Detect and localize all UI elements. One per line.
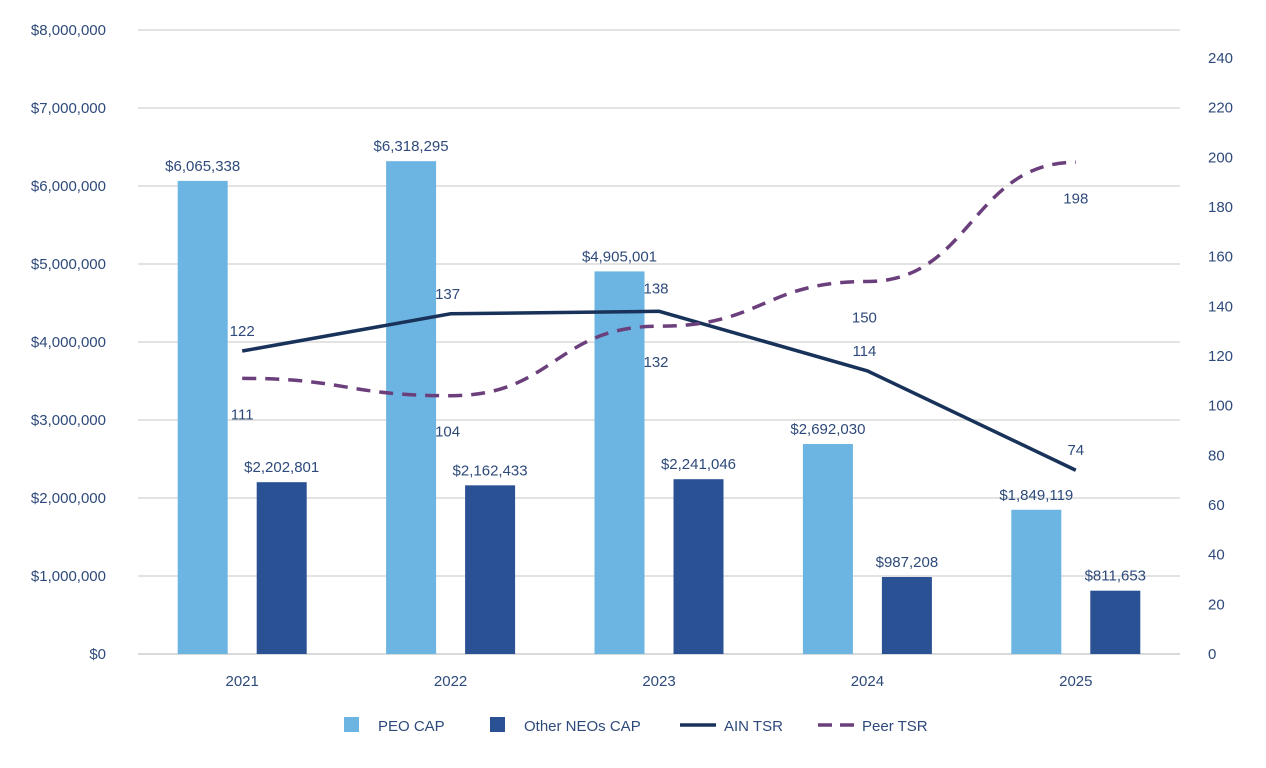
line-series: 122 137 138 114 74 111 104 132 150 198 <box>230 160 1088 472</box>
bar-data-label: $2,202,801 <box>244 459 319 476</box>
left-tick-label: $6,000,000 <box>31 178 106 195</box>
legend-swatch-peo-cap <box>344 717 359 732</box>
bar-other-neos-cap <box>465 485 516 654</box>
left-tick-label: $3,000,000 <box>31 412 106 429</box>
legend-label-peo-cap: PEO CAP <box>378 718 445 735</box>
bar-data-label: $2,692,030 <box>790 421 865 438</box>
line-data-label: 104 <box>435 424 460 441</box>
bar-data-label: $2,162,433 <box>453 462 528 479</box>
bar-data-label: $4,905,001 <box>582 248 657 265</box>
bar-peo-cap <box>386 161 437 655</box>
left-tick-label: $0 <box>89 646 106 663</box>
line-data-label: 137 <box>435 286 460 303</box>
x-tick-label: 2021 <box>226 673 259 690</box>
bar-peo-cap <box>1011 509 1062 654</box>
legend-label-other-neos-cap: Other NEOs CAP <box>524 718 641 735</box>
line-data-label: 198 <box>1063 190 1088 207</box>
x-axis-ticks: 2021 2022 2023 2024 2025 <box>226 673 1093 690</box>
left-tick-label: $8,000,000 <box>31 22 106 39</box>
bar-other-neos-cap <box>881 576 932 654</box>
bar-series: $6,065,338 $6,318,295 $4,905,001 $2,692,030… <box>165 138 1146 655</box>
legend-label-ain-tsr: AIN TSR <box>724 718 783 735</box>
left-tick-label: $4,000,000 <box>31 334 106 351</box>
right-tick-label: 80 <box>1208 447 1225 464</box>
bar-data-label: $2,241,046 <box>661 456 736 473</box>
right-tick-label: 200 <box>1208 149 1233 166</box>
right-axis-ticks: 0 20 40 60 80 100 120 140 160 180 200 220 240 <box>1208 50 1233 663</box>
right-tick-label: 180 <box>1208 199 1233 216</box>
bar-other-neos-cap <box>673 479 724 654</box>
right-tick-label: 220 <box>1208 100 1233 117</box>
right-tick-label: 0 <box>1208 646 1216 663</box>
bar-data-label: $6,318,295 <box>374 138 449 155</box>
left-tick-label: $7,000,000 <box>31 100 106 117</box>
bar-other-neos-cap <box>1090 590 1141 654</box>
line-data-label: 114 <box>852 343 876 360</box>
legend-swatch-other-neos-cap <box>490 717 505 732</box>
line-data-label: 138 <box>643 280 668 297</box>
bar-data-label: $1,849,119 <box>999 487 1073 504</box>
legend-label-peer-tsr: Peer TSR <box>862 718 928 735</box>
line-peer-tsr <box>242 160 1076 398</box>
left-tick-label: $2,000,000 <box>31 490 106 507</box>
line-data-label: 111 <box>231 406 254 423</box>
x-tick-label: 2025 <box>1059 673 1092 690</box>
line-data-label: 132 <box>643 354 668 371</box>
right-tick-label: 40 <box>1208 547 1225 564</box>
right-tick-label: 240 <box>1208 50 1233 67</box>
right-tick-label: 100 <box>1208 398 1233 415</box>
left-axis-ticks: $0 $1,000,000 $2,000,000 $3,000,000 $4,000,0… <box>31 22 106 663</box>
left-tick-label: $1,000,000 <box>31 568 106 585</box>
x-tick-label: 2024 <box>851 673 884 690</box>
x-tick-label: 2023 <box>642 673 675 690</box>
bar-peo-cap <box>177 180 228 655</box>
gridlines <box>138 29 1180 655</box>
legend: PEO CAP Other NEOs CAP AIN TSR Peer TSR <box>344 717 928 735</box>
left-tick-label: $5,000,000 <box>31 256 106 273</box>
bar-data-label: $987,208 <box>876 554 939 571</box>
right-tick-label: 120 <box>1208 348 1233 365</box>
bar-data-label: $6,065,338 <box>165 158 240 175</box>
right-tick-label: 140 <box>1208 298 1233 315</box>
line-data-label: 150 <box>852 310 877 327</box>
bar-peo-cap <box>802 444 853 654</box>
line-ain-tsr <box>241 309 1077 472</box>
bar-data-label: $811,653 <box>1085 568 1146 585</box>
right-tick-label: 20 <box>1208 596 1225 613</box>
line-data-label: 74 <box>1067 442 1084 459</box>
right-tick-label: 160 <box>1208 249 1233 266</box>
line-data-label: 122 <box>230 323 255 340</box>
x-tick-label: 2022 <box>434 673 467 690</box>
bar-other-neos-cap <box>256 482 307 654</box>
right-tick-label: 60 <box>1208 497 1225 514</box>
